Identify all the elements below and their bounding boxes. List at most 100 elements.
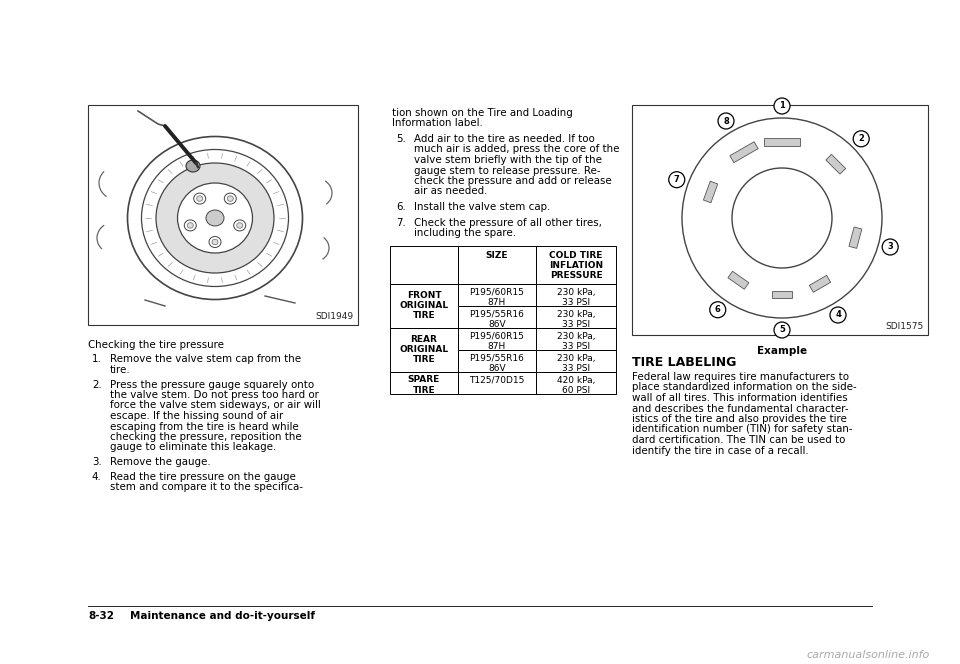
- Text: istics of the tire and also provides the tire: istics of the tire and also provides the…: [632, 414, 847, 424]
- Polygon shape: [728, 271, 749, 290]
- Ellipse shape: [228, 196, 233, 201]
- Text: tire.: tire.: [110, 365, 131, 375]
- Ellipse shape: [187, 222, 193, 228]
- Text: P195/60R15: P195/60R15: [469, 288, 524, 297]
- Text: Install the valve stem cap.: Install the valve stem cap.: [414, 202, 550, 212]
- Text: 1: 1: [780, 102, 785, 110]
- Polygon shape: [730, 141, 758, 163]
- Text: stem and compare it to the specifica-: stem and compare it to the specifica-: [110, 482, 303, 492]
- Text: 87H: 87H: [488, 342, 506, 351]
- Bar: [458, 349, 536, 371]
- Text: COLD TIRE: COLD TIRE: [549, 250, 603, 260]
- Text: identification number (TIN) for safety stan-: identification number (TIN) for safety s…: [632, 424, 852, 434]
- Text: force the valve stem sideways, or air will: force the valve stem sideways, or air wi…: [110, 400, 321, 410]
- Polygon shape: [849, 227, 862, 248]
- Text: including the spare.: including the spare.: [414, 228, 516, 238]
- Text: TIRE: TIRE: [413, 311, 435, 320]
- Text: FRONT: FRONT: [407, 291, 442, 299]
- Ellipse shape: [206, 210, 224, 226]
- Text: Add air to the tire as needed. If too: Add air to the tire as needed. If too: [414, 134, 595, 144]
- Text: the valve stem. Do not press too hard or: the valve stem. Do not press too hard or: [110, 390, 319, 400]
- Text: ORIGINAL: ORIGINAL: [399, 345, 448, 354]
- Text: 4: 4: [835, 311, 841, 319]
- Text: 2.: 2.: [92, 380, 102, 390]
- Ellipse shape: [209, 236, 221, 248]
- Text: SPARE: SPARE: [408, 376, 440, 384]
- Text: T125/70D15: T125/70D15: [469, 376, 525, 384]
- Text: Press the pressure gauge squarely onto: Press the pressure gauge squarely onto: [110, 380, 314, 390]
- Text: and describes the fundamental character-: and describes the fundamental character-: [632, 404, 849, 414]
- Bar: [458, 284, 536, 305]
- Text: 230 kPa,: 230 kPa,: [557, 331, 595, 341]
- Text: place standardized information on the side-: place standardized information on the si…: [632, 382, 856, 392]
- Text: 4.: 4.: [92, 471, 102, 481]
- Text: SIZE: SIZE: [486, 250, 508, 260]
- Bar: [536, 371, 616, 394]
- Text: Information label.: Information label.: [392, 118, 483, 129]
- Text: valve stem briefly with the tip of the: valve stem briefly with the tip of the: [414, 155, 602, 165]
- Circle shape: [732, 168, 832, 268]
- Text: gauge to eliminate this leakage.: gauge to eliminate this leakage.: [110, 442, 276, 452]
- Polygon shape: [826, 154, 846, 174]
- Text: 5.: 5.: [396, 134, 406, 144]
- Text: INFLATION: INFLATION: [549, 261, 603, 270]
- Ellipse shape: [141, 149, 289, 286]
- Ellipse shape: [178, 183, 252, 253]
- Text: Read the tire pressure on the gauge: Read the tire pressure on the gauge: [110, 471, 296, 481]
- Text: gauge stem to release pressure. Re-: gauge stem to release pressure. Re-: [414, 165, 601, 175]
- Circle shape: [882, 239, 899, 255]
- Text: 8: 8: [723, 116, 729, 125]
- Text: 87H: 87H: [488, 298, 506, 307]
- Text: 230 kPa,: 230 kPa,: [557, 353, 595, 363]
- Text: 5: 5: [780, 325, 785, 335]
- Bar: [458, 246, 536, 284]
- Text: Example: Example: [756, 346, 807, 356]
- Bar: [772, 291, 792, 297]
- Bar: [458, 371, 536, 394]
- Circle shape: [853, 131, 869, 147]
- Text: dard certification. The TIN can be used to: dard certification. The TIN can be used …: [632, 435, 846, 445]
- Bar: [458, 305, 536, 327]
- Circle shape: [718, 113, 734, 129]
- Text: 230 kPa,: 230 kPa,: [557, 309, 595, 319]
- Text: TIRE: TIRE: [413, 386, 435, 395]
- Text: Federal law requires tire manufacturers to: Federal law requires tire manufacturers …: [632, 372, 849, 382]
- Text: 3.: 3.: [92, 457, 102, 467]
- Text: REAR: REAR: [411, 335, 438, 343]
- Ellipse shape: [237, 222, 243, 228]
- Text: air as needed.: air as needed.: [414, 187, 488, 197]
- Text: Maintenance and do-it-yourself: Maintenance and do-it-yourself: [130, 611, 315, 621]
- Circle shape: [774, 322, 790, 338]
- Ellipse shape: [186, 160, 200, 172]
- Ellipse shape: [225, 193, 236, 204]
- Text: 6: 6: [715, 305, 721, 314]
- Bar: [88, 105, 358, 325]
- Text: 86V: 86V: [489, 320, 506, 329]
- Text: tion shown on the Tire and Loading: tion shown on the Tire and Loading: [392, 108, 573, 118]
- Text: escape. If the hissing sound of air: escape. If the hissing sound of air: [110, 411, 283, 421]
- Bar: [764, 138, 800, 146]
- Text: P195/60R15: P195/60R15: [469, 331, 524, 341]
- Circle shape: [669, 172, 684, 188]
- Polygon shape: [704, 181, 718, 203]
- Text: 33 PSI: 33 PSI: [562, 342, 590, 351]
- Text: 420 kPa,: 420 kPa,: [557, 376, 595, 384]
- Ellipse shape: [212, 239, 218, 245]
- Text: check the pressure and add or release: check the pressure and add or release: [414, 176, 612, 186]
- Text: TIRE LABELING: TIRE LABELING: [632, 356, 736, 369]
- Text: Remove the gauge.: Remove the gauge.: [110, 457, 210, 467]
- Text: checking the pressure, reposition the: checking the pressure, reposition the: [110, 432, 301, 442]
- Text: SDI1575: SDI1575: [886, 322, 924, 331]
- Bar: [390, 246, 458, 284]
- Polygon shape: [809, 276, 830, 292]
- Circle shape: [830, 307, 846, 323]
- Text: 3: 3: [887, 242, 893, 252]
- Text: escaping from the tire is heard while: escaping from the tire is heard while: [110, 422, 299, 432]
- Text: 1.: 1.: [92, 355, 102, 365]
- Ellipse shape: [233, 220, 246, 231]
- Text: identify the tire in case of a recall.: identify the tire in case of a recall.: [632, 446, 808, 456]
- Bar: [536, 305, 616, 327]
- Bar: [458, 327, 536, 349]
- Text: 33 PSI: 33 PSI: [562, 320, 590, 329]
- Ellipse shape: [194, 193, 205, 204]
